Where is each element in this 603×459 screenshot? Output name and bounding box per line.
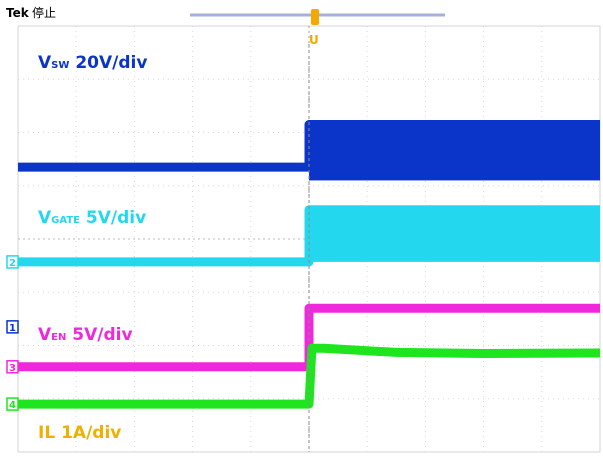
- ven-trace: [18, 303, 600, 372]
- trigger-marker: U: [309, 33, 319, 47]
- traces: [18, 44, 601, 452]
- ven-ground-marker-number: 3: [9, 363, 16, 374]
- vgate-label: VGATE 5V/div: [38, 208, 146, 228]
- vsw-ground-marker-number: 1: [9, 323, 16, 334]
- vsw-label-main: V: [38, 53, 52, 73]
- vgate-switching-band: [309, 209, 600, 262]
- vsw-label-scale: 20V/div: [69, 53, 147, 73]
- il-ground-marker: 4: [6, 397, 19, 411]
- vsw-ground-marker: 1: [6, 320, 19, 334]
- vgate-ground-marker-box: [6, 255, 19, 269]
- trigger-position-icon: [311, 9, 319, 25]
- vgate-ground-marker-number: 2: [9, 258, 16, 269]
- il-ground-marker-number: 4: [9, 400, 16, 411]
- brand-label: Tek: [6, 6, 30, 20]
- ven-ground-marker: 3: [6, 360, 19, 374]
- vsw-ground-marker-box: [6, 320, 19, 334]
- il-ground-marker-box: [6, 397, 19, 411]
- acquisition-status: 停止: [32, 5, 56, 20]
- vsw-trace-group: [18, 120, 600, 181]
- vsw-switching-band: [309, 124, 600, 181]
- il-label-main: IL: [38, 423, 55, 443]
- ven-label-subscript: EN: [51, 332, 66, 343]
- ven-ground-marker-box: [6, 360, 19, 374]
- vsw-label-subscript: SW: [51, 60, 69, 71]
- vgate-trace: [18, 205, 600, 267]
- vsw-trace: [18, 120, 600, 172]
- vgate-ground-marker: 2: [6, 255, 19, 269]
- vgate-label-scale: 5V/div: [80, 208, 146, 228]
- ven-label-scale: 5V/div: [66, 325, 132, 345]
- il-label-scale: 1A/div: [55, 423, 121, 443]
- vgate-label-main: V: [38, 208, 52, 228]
- ven-label: VEN 5V/div: [38, 325, 133, 345]
- channel-markers: 1 2 3 4: [6, 255, 19, 411]
- ven-trace-group: [18, 303, 600, 372]
- vgate-trace-group: [18, 205, 600, 267]
- il-label: IL 1A/div: [38, 423, 121, 443]
- header-bar: Tek 停止: [6, 5, 445, 25]
- vsw-label: VSW 20V/div: [38, 53, 147, 73]
- vgate-label-subscript: GATE: [51, 215, 80, 226]
- ven-label-main: V: [38, 325, 52, 345]
